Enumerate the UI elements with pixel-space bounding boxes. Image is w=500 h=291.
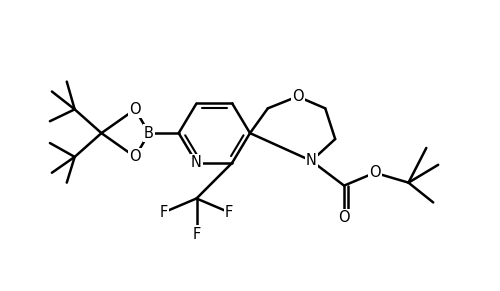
Text: O: O bbox=[130, 149, 141, 164]
Text: F: F bbox=[225, 205, 234, 220]
Text: O: O bbox=[338, 210, 350, 225]
Text: N: N bbox=[306, 153, 317, 168]
Text: N: N bbox=[191, 155, 202, 170]
Text: F: F bbox=[160, 205, 168, 220]
Text: F: F bbox=[192, 227, 200, 242]
Text: B: B bbox=[144, 126, 154, 141]
Text: O: O bbox=[292, 89, 304, 104]
Text: O: O bbox=[369, 165, 380, 180]
Text: O: O bbox=[130, 102, 141, 117]
